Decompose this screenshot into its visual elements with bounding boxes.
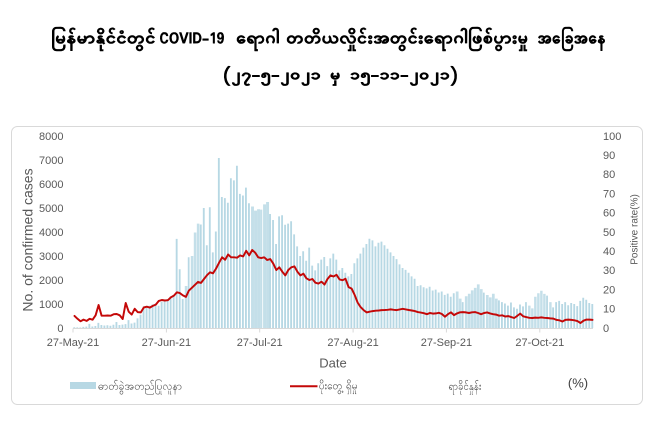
svg-text:27-Jul-21: 27-Jul-21 <box>237 337 283 349</box>
svg-text:27-Jun-21: 27-Jun-21 <box>142 337 192 349</box>
svg-text:10: 10 <box>603 304 615 316</box>
svg-text:27-May-21: 27-May-21 <box>47 337 100 349</box>
svg-text:60: 60 <box>603 208 615 220</box>
svg-text:5000: 5000 <box>39 203 63 215</box>
svg-text:Positive rate(%): Positive rate(%) <box>629 194 640 265</box>
svg-text:2000: 2000 <box>39 275 63 287</box>
svg-text:40: 40 <box>603 246 615 258</box>
svg-text:27-Sep-21: 27-Sep-21 <box>421 337 472 349</box>
svg-text:6000: 6000 <box>39 179 63 191</box>
svg-text:(%): (%) <box>568 376 588 391</box>
svg-text:80: 80 <box>603 169 615 181</box>
svg-text:20: 20 <box>603 284 615 296</box>
svg-text:30: 30 <box>603 265 615 277</box>
svg-text:90: 90 <box>603 150 615 162</box>
svg-text:27-Aug-21: 27-Aug-21 <box>327 337 378 349</box>
svg-text:4000: 4000 <box>39 227 63 239</box>
svg-text:27-Oct-21: 27-Oct-21 <box>515 337 564 349</box>
svg-text:Date: Date <box>319 356 346 371</box>
svg-text:100: 100 <box>603 131 621 143</box>
svg-text:70: 70 <box>603 188 615 200</box>
svg-text:8000: 8000 <box>39 131 63 143</box>
svg-text:No. of confirmed cases: No. of confirmed cases <box>19 168 35 311</box>
svg-text:7000: 7000 <box>39 155 63 167</box>
svg-text:0: 0 <box>603 323 609 335</box>
svg-text:50: 50 <box>603 227 615 239</box>
svg-text:3000: 3000 <box>39 251 63 263</box>
svg-text:0: 0 <box>57 323 63 335</box>
svg-text:1000: 1000 <box>39 299 63 311</box>
